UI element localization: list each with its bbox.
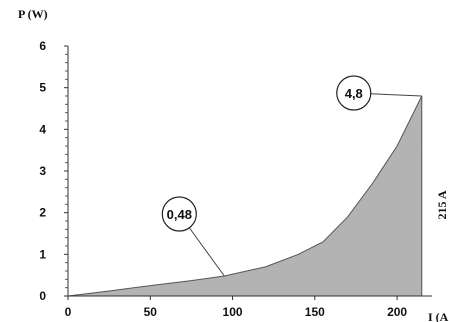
side-label: 215 A xyxy=(435,190,449,219)
y-tick-label: 5 xyxy=(39,81,46,95)
y-tick-label: 6 xyxy=(39,39,46,53)
y-tick-label: 1 xyxy=(39,247,46,261)
y-tick-label: 4 xyxy=(39,122,46,136)
callout-circle xyxy=(161,196,197,232)
y-tick-label: 3 xyxy=(39,164,46,178)
callout-leader xyxy=(188,227,225,277)
area-layer xyxy=(67,95,423,297)
callout-layer: 0,48 4,8 xyxy=(161,75,422,277)
power-area xyxy=(67,95,423,297)
x-tick-label: 0 xyxy=(65,305,72,319)
x-axis-title: I (A xyxy=(428,310,449,322)
callout-label: 4,8 xyxy=(345,86,363,101)
callout-leader xyxy=(370,93,422,97)
y-tick-label: 0 xyxy=(39,289,46,303)
x-tick-label: 200 xyxy=(387,305,407,319)
y-tick-label: 2 xyxy=(39,206,46,220)
callout-circle xyxy=(336,75,372,111)
y-axis-title: P (W) xyxy=(18,7,48,21)
x-tick-label: 150 xyxy=(305,305,325,319)
x-tick-label: 50 xyxy=(144,305,158,319)
tick-layer: 0 1 2 3 4 5 6 0 50 100 150 200 xyxy=(39,39,407,319)
callout-label: 0,48 xyxy=(167,207,192,222)
x-tick-label: 100 xyxy=(223,305,243,319)
